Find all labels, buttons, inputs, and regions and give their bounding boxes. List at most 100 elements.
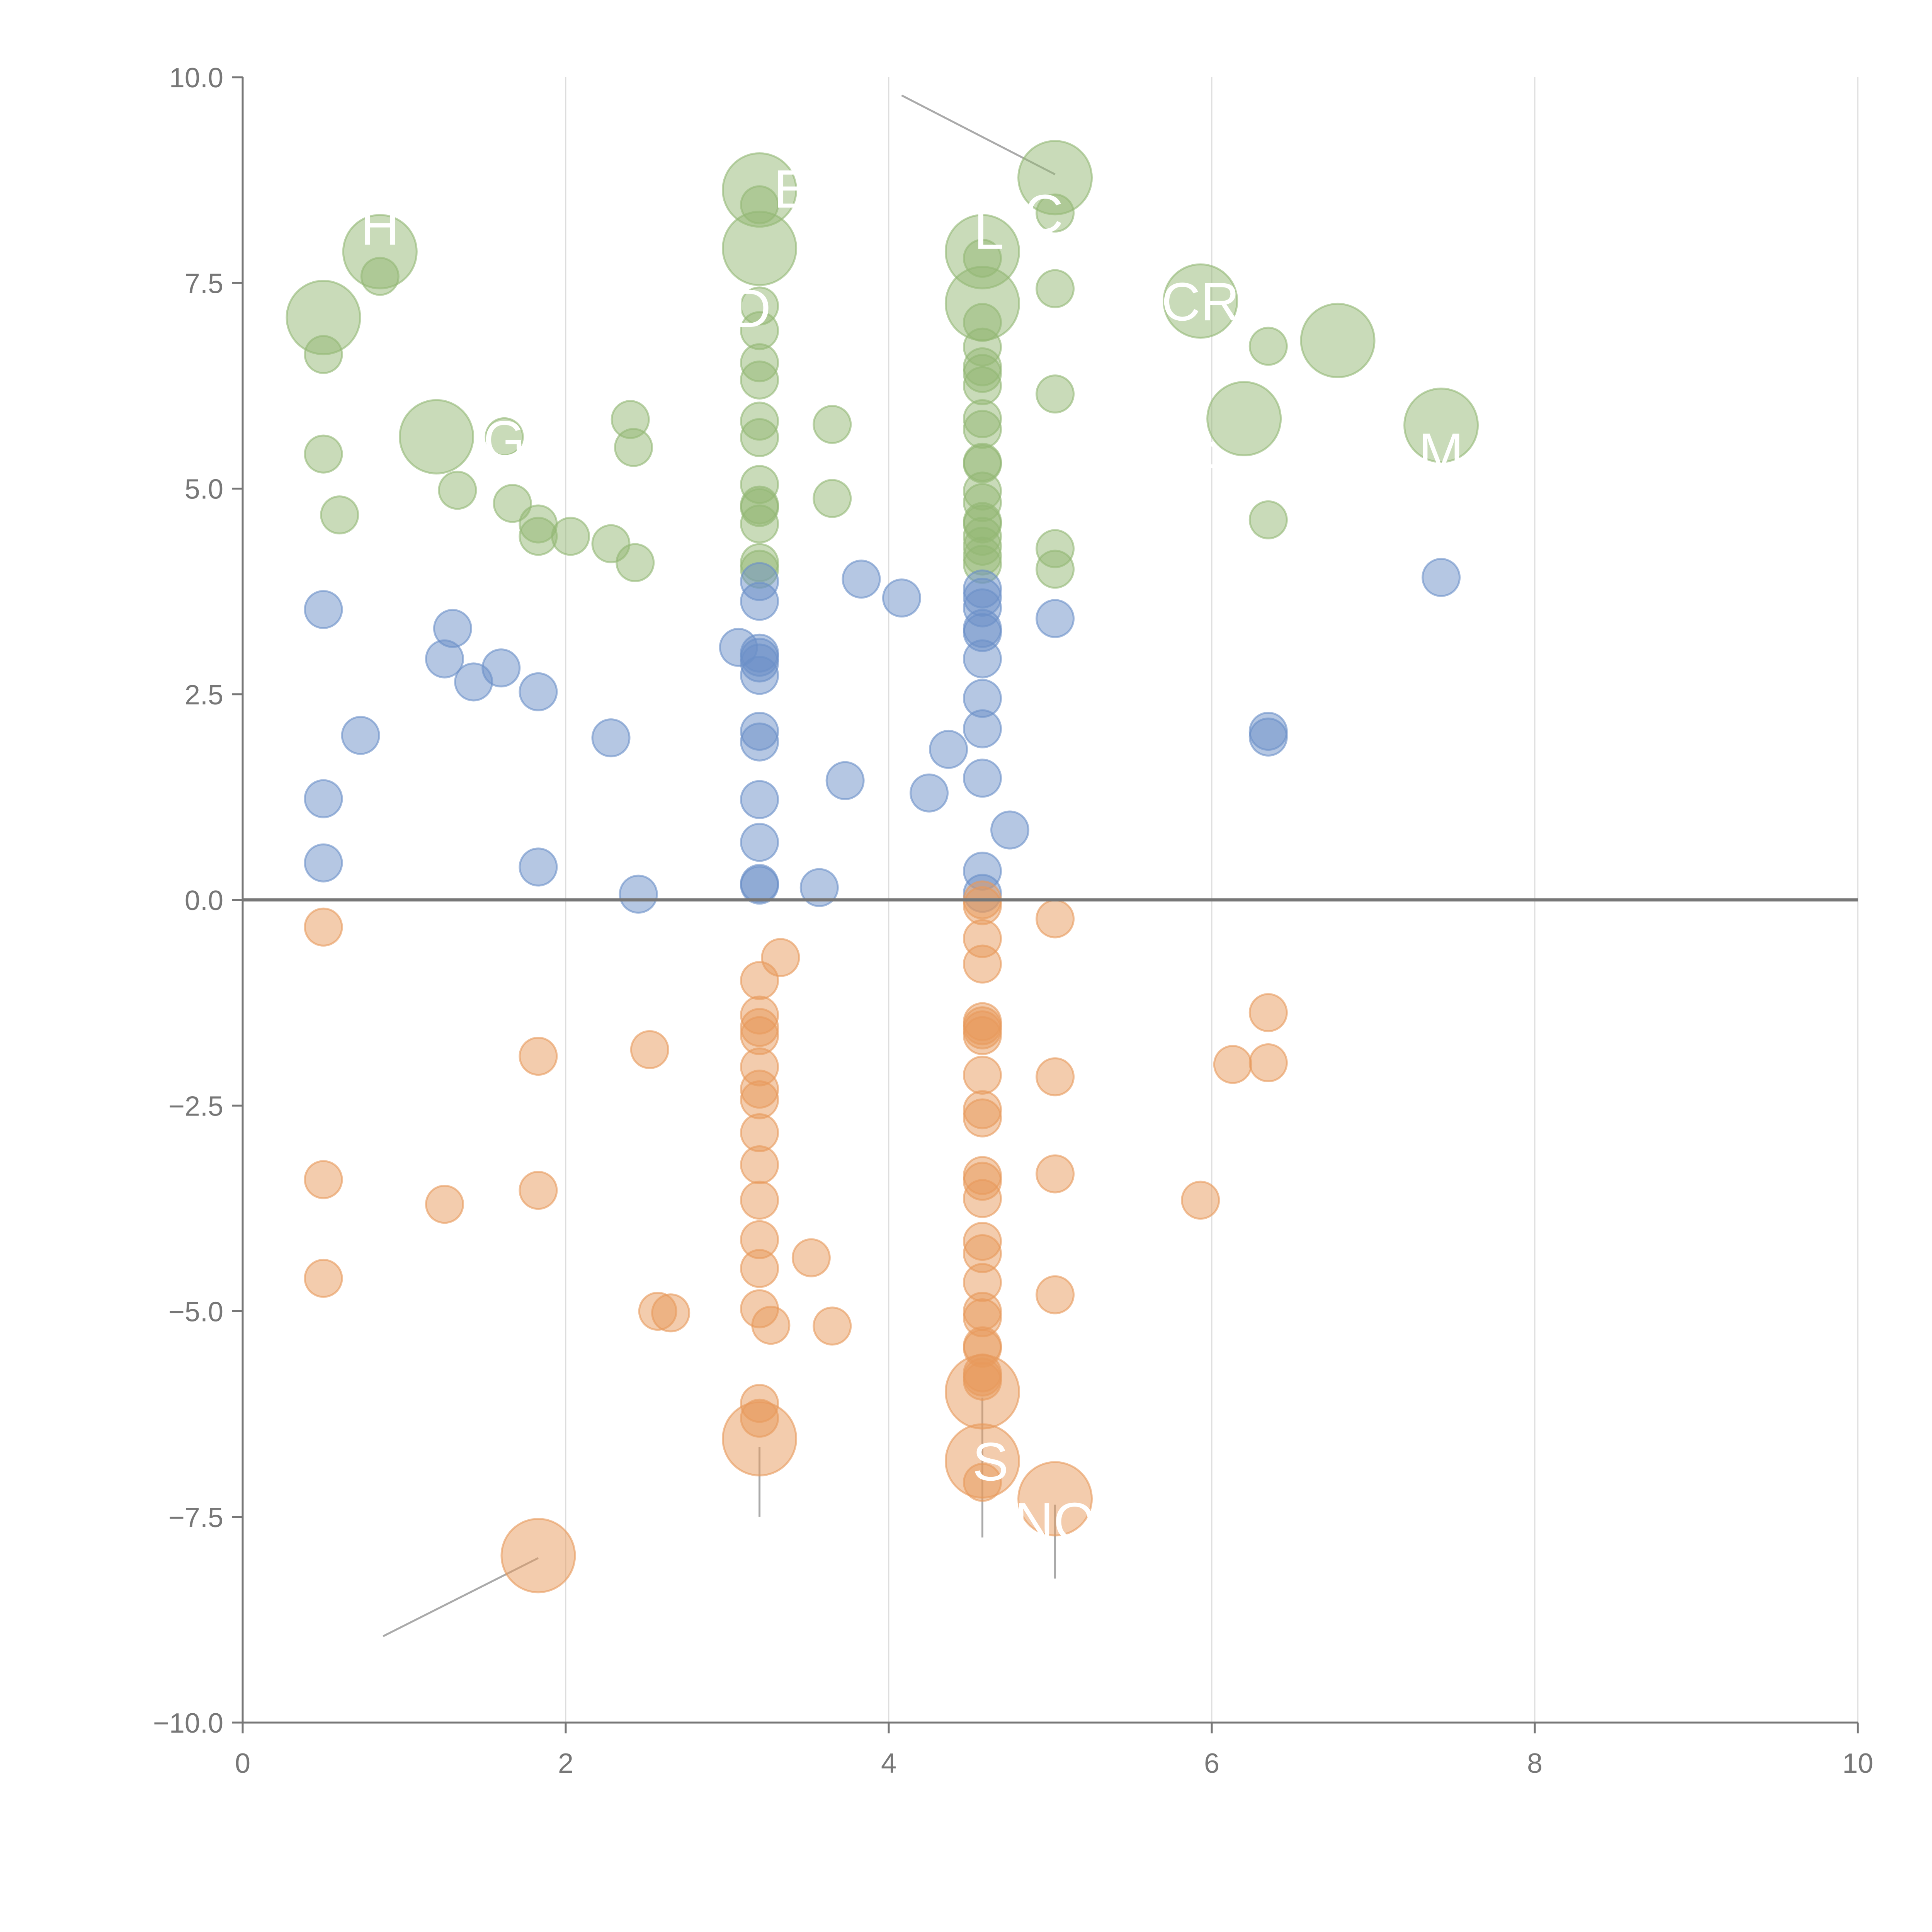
y-tick-label: −2.5	[168, 1091, 223, 1122]
green-bubble	[963, 366, 1002, 405]
green-bubble	[485, 417, 524, 456]
orange-bubble	[304, 907, 343, 947]
green-bubble	[963, 410, 1002, 449]
blue-bubble	[740, 823, 779, 862]
orange-bubble	[740, 1145, 779, 1185]
x-tick-label: 2	[558, 1748, 573, 1779]
bubble-annotation-label: NO	[1015, 1491, 1096, 1552]
orange-bubble	[519, 1171, 558, 1210]
green-bubble	[1036, 549, 1075, 589]
orange-bubble	[722, 1401, 798, 1476]
blue-bubble	[1036, 599, 1075, 638]
orange-bubble	[425, 1185, 464, 1224]
green-bubble	[813, 405, 852, 444]
blue-bubble	[963, 709, 1002, 748]
blue-bubble	[1422, 558, 1461, 597]
orange-bubble	[740, 1180, 779, 1220]
orange-bubble	[1036, 1057, 1075, 1097]
orange-bubble	[1213, 1045, 1252, 1084]
green-bubble	[1036, 193, 1075, 233]
green-bubble	[813, 479, 852, 518]
bubble-annotation-label: A	[1194, 430, 1230, 491]
blue-bubble	[740, 722, 779, 762]
orange-bubble	[740, 1249, 779, 1288]
y-tick-label: 7.5	[185, 268, 223, 299]
green-bubble	[1163, 263, 1238, 339]
blue-bubble	[304, 590, 343, 629]
green-bubble	[360, 257, 400, 296]
orange-bubble	[500, 1518, 576, 1594]
orange-bubble	[963, 1098, 1002, 1138]
bubble-annotation-label: L	[974, 200, 1004, 260]
blue-bubble	[519, 847, 558, 887]
orange-bubble	[630, 1030, 669, 1069]
x-tick-label: 6	[1204, 1748, 1219, 1779]
y-tick-label: 0.0	[185, 885, 223, 916]
orange-bubble	[1036, 899, 1075, 939]
annotation-layer: H E L C D CR G A M SNO	[361, 158, 1464, 1552]
orange-bubble	[963, 944, 1002, 984]
green-bubble	[493, 484, 532, 523]
orange-bubble	[740, 1080, 779, 1119]
green-bubble	[304, 335, 343, 374]
orange-bubble	[963, 1179, 1002, 1218]
bubble-annotation-label: CR	[1162, 271, 1240, 332]
orange-bubble	[651, 1293, 690, 1333]
orange-bubble	[944, 1354, 1020, 1430]
y-tick-label: 5.0	[185, 474, 223, 505]
green-bubble	[1403, 388, 1479, 463]
blue-bubble	[481, 648, 521, 688]
green-bubble	[1036, 374, 1075, 414]
blue-bubble	[842, 560, 881, 599]
green-bubble	[740, 360, 779, 400]
orange-bubble	[304, 1160, 343, 1199]
blue-bubble	[304, 779, 343, 818]
blue-bubble	[740, 582, 779, 621]
orange-bubble	[751, 1306, 791, 1345]
blue-bubble	[799, 868, 839, 907]
x-tick-label: 8	[1527, 1748, 1543, 1779]
green-bubble	[614, 428, 653, 467]
x-tick-label: 4	[881, 1748, 896, 1779]
blue-bubble	[341, 716, 380, 755]
blue-bubble	[990, 810, 1029, 850]
green-bubble	[1036, 269, 1075, 308]
y-tick-label: −5.0	[168, 1297, 223, 1328]
green-bubble	[438, 471, 477, 510]
orange-bubble	[1036, 1154, 1075, 1194]
green-bubble	[399, 399, 474, 474]
orange-bubble	[813, 1306, 852, 1346]
axis-layer: 0 2 4 6 8 10 10.0 7.5 5.0 2.5 0.0 −2.5 −5.0 −7.5 −10.0	[153, 63, 1873, 1779]
blue-bubble	[882, 578, 921, 618]
blue-bubble	[825, 761, 865, 800]
orange-bubble	[761, 938, 800, 977]
orange-bubble	[1036, 1275, 1075, 1315]
blue-bubble	[619, 874, 658, 914]
orange-bubble	[963, 1463, 1002, 1502]
bubble-annotation-label: M	[1418, 422, 1464, 483]
orange-bubble	[1248, 993, 1288, 1032]
orange-bubble	[1017, 1461, 1093, 1537]
bubble-annotation-label: G	[483, 410, 526, 470]
y-tick-label: −10.0	[153, 1708, 223, 1739]
y-tick-label: −7.5	[168, 1502, 223, 1533]
blue-bubble	[740, 866, 779, 905]
green-bubble	[1300, 303, 1376, 378]
y-tick-label: 10.0	[169, 63, 223, 94]
orange-bubble	[963, 1016, 1002, 1055]
y-tick-label: 2.5	[185, 680, 223, 711]
blue-bubble	[1248, 717, 1288, 757]
green-bubble	[722, 211, 798, 286]
blue-bubble	[433, 609, 472, 648]
bubble-annotation-label: E	[774, 158, 810, 219]
bubble-annotation-label: D	[732, 278, 771, 338]
green-bubble	[304, 434, 343, 474]
blue-bubble	[519, 672, 558, 711]
green-bubble	[740, 504, 779, 544]
orange-bubble	[1248, 1043, 1288, 1083]
blue-bubble	[963, 759, 1002, 798]
green-bubble	[616, 543, 655, 582]
blue-bubble	[740, 656, 779, 695]
blue-bubble	[591, 718, 631, 758]
